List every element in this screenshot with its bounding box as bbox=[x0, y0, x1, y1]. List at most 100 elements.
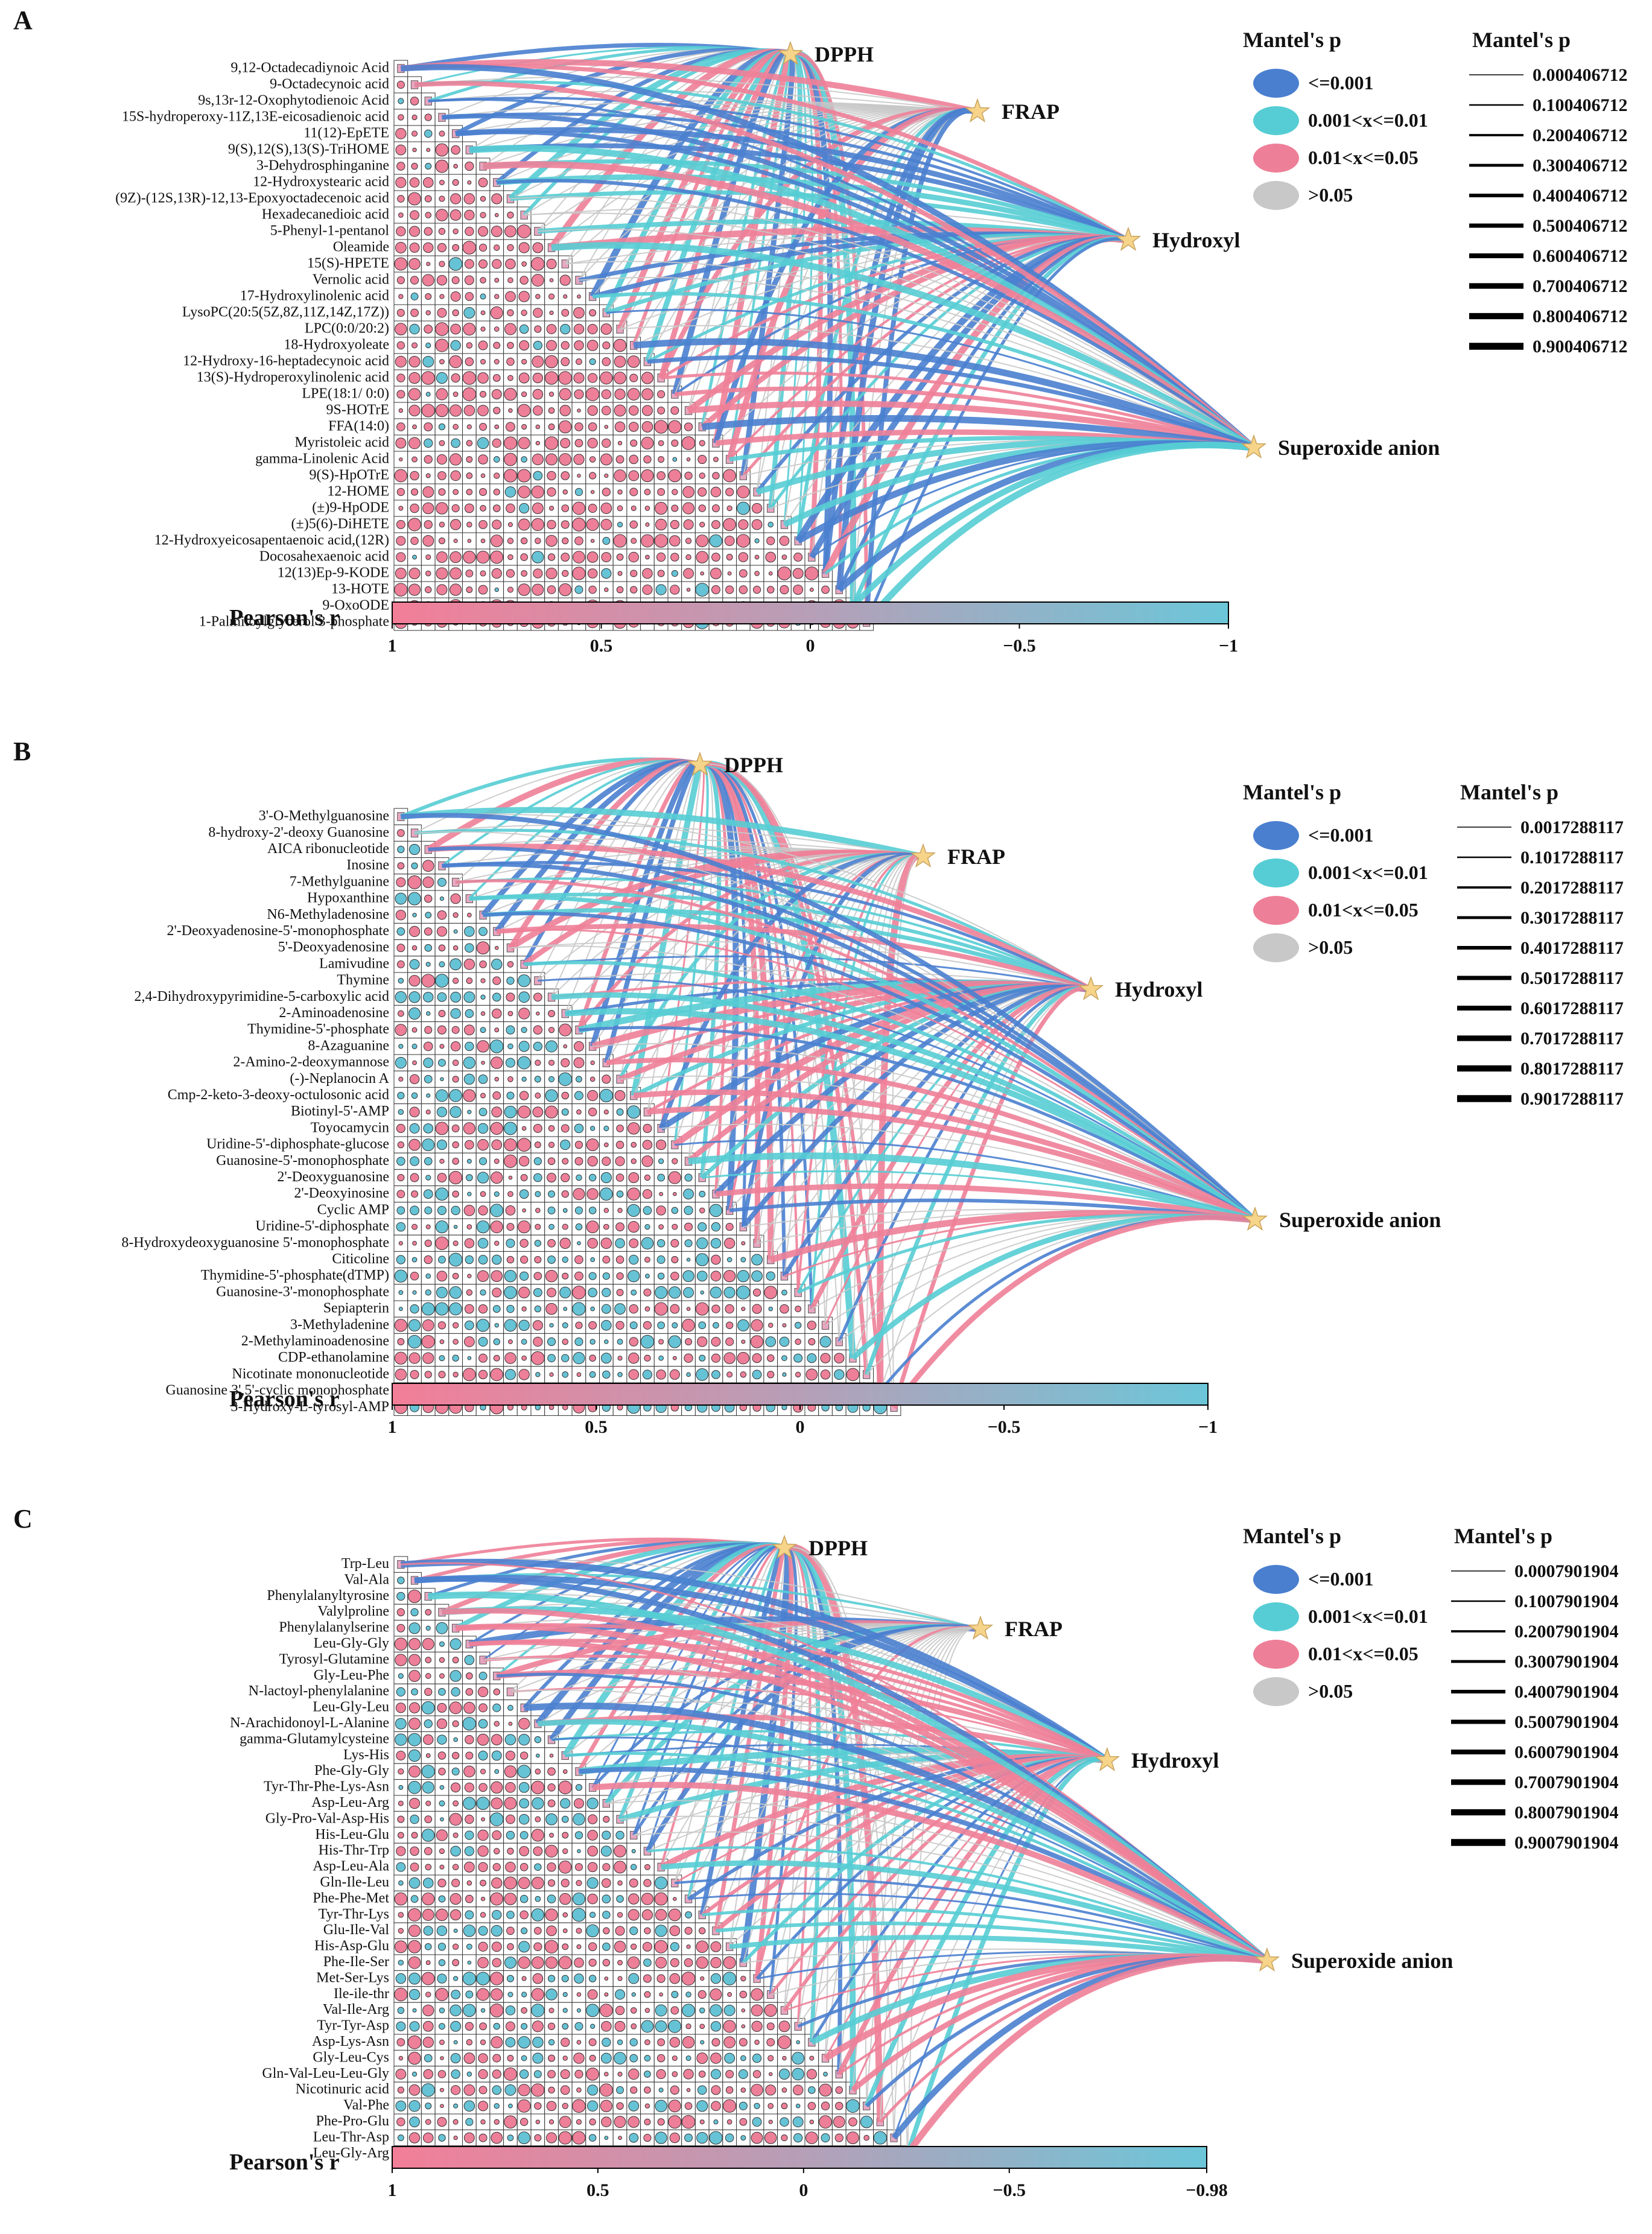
correlation-dot bbox=[507, 1704, 513, 1711]
correlation-dot bbox=[573, 551, 585, 563]
env-label: Hydroxyl bbox=[1131, 1748, 1219, 1772]
correlation-dot bbox=[577, 1241, 581, 1246]
correlation-dot bbox=[492, 2085, 502, 2095]
correlation-dot bbox=[576, 1109, 582, 1115]
correlation-dot bbox=[425, 1109, 431, 1115]
correlation-dot bbox=[465, 570, 474, 577]
correlation-dot bbox=[477, 1733, 489, 1746]
mantel-link bbox=[633, 1089, 1256, 1223]
correlation-dot bbox=[396, 373, 405, 382]
correlation-dot bbox=[548, 1010, 555, 1017]
correlation-dot bbox=[602, 341, 611, 350]
correlation-dot bbox=[656, 1369, 666, 1380]
correlation-dot bbox=[505, 422, 515, 432]
correlation-dot bbox=[576, 1944, 582, 1949]
row-label: 3'-O-Methylguanosine bbox=[259, 808, 389, 824]
correlation-dot bbox=[463, 2004, 476, 2017]
correlation-dot bbox=[806, 2069, 817, 2080]
correlation-dot bbox=[654, 420, 668, 434]
correlation-dot bbox=[738, 519, 749, 530]
correlation-dot bbox=[533, 2070, 542, 2078]
row-label: Tyr-Thr-Lys bbox=[319, 1906, 389, 1922]
mantel-link bbox=[524, 1702, 1269, 1964]
correlation-dot bbox=[396, 1157, 405, 1166]
correlation-dot bbox=[396, 276, 405, 285]
correlation-dot bbox=[394, 257, 408, 271]
correlation-dot bbox=[684, 2102, 693, 2110]
correlation-dot bbox=[752, 585, 761, 594]
correlation-dot bbox=[655, 501, 668, 515]
correlation-dot bbox=[751, 2084, 763, 2096]
legend-p-label: 0.01<x<=0.05 bbox=[1308, 899, 1418, 921]
correlation-dot bbox=[727, 1992, 732, 1997]
correlation-dot bbox=[548, 2086, 555, 2094]
correlation-dot bbox=[506, 1814, 515, 1824]
correlation-dot bbox=[532, 372, 544, 384]
correlation-dot bbox=[411, 1688, 418, 1696]
mantel-link bbox=[455, 879, 1256, 1221]
correlation-dot bbox=[437, 1059, 446, 1067]
correlation-dot bbox=[670, 585, 680, 595]
correlation-dot bbox=[643, 1123, 652, 1133]
correlation-dot bbox=[493, 456, 500, 463]
correlation-dot bbox=[781, 554, 787, 560]
mantel-link bbox=[551, 242, 1256, 451]
correlation-dot bbox=[464, 503, 474, 513]
correlation-dot bbox=[588, 1958, 597, 1967]
correlation-dot bbox=[617, 489, 623, 495]
correlation-dot bbox=[685, 538, 692, 544]
correlation-dot bbox=[711, 2101, 721, 2112]
correlation-dot bbox=[533, 1173, 542, 1182]
correlation-dot bbox=[602, 537, 611, 545]
correlation-dot bbox=[603, 1815, 610, 1823]
correlation-dot bbox=[466, 456, 473, 463]
star-icon bbox=[967, 1615, 994, 1640]
correlation-dot bbox=[754, 2102, 760, 2109]
legend-r-title: Mantel's p bbox=[1472, 28, 1571, 52]
correlation-dot bbox=[628, 1369, 640, 1380]
row-label: Sepiapterin bbox=[323, 1301, 389, 1316]
correlation-dot bbox=[507, 1011, 513, 1017]
correlation-dot bbox=[425, 293, 432, 300]
correlation-dot bbox=[450, 1041, 461, 1052]
correlation-dot bbox=[518, 974, 531, 988]
correlation-dot bbox=[477, 1956, 489, 1969]
correlation-dot bbox=[768, 1306, 774, 1312]
correlation-dot bbox=[600, 1187, 613, 1201]
correlation-dot bbox=[507, 309, 514, 317]
correlation-dot bbox=[478, 1108, 488, 1117]
correlation-dot bbox=[424, 195, 432, 203]
correlation-dot bbox=[491, 226, 503, 237]
row-label: 11(12)-EpETE bbox=[303, 125, 389, 141]
row-label: Oleamide bbox=[333, 239, 389, 255]
correlation-dot bbox=[437, 1734, 447, 1745]
correlation-dot bbox=[589, 456, 596, 463]
correlation-dot bbox=[490, 535, 503, 547]
correlation-dot bbox=[616, 1289, 624, 1296]
correlation-dot bbox=[519, 2118, 529, 2126]
correlation-dot bbox=[521, 424, 527, 430]
correlation-dot bbox=[490, 1972, 504, 1985]
correlation-dot bbox=[440, 1817, 444, 1821]
colorbar: Pearson's r1 0.5 0 −0.5 −0.98 bbox=[229, 2146, 1228, 2200]
correlation-dot bbox=[396, 226, 406, 236]
correlation-dot bbox=[672, 1356, 677, 1360]
correlation-dot bbox=[575, 1223, 583, 1231]
correlation-dot bbox=[437, 243, 447, 253]
correlation-dot bbox=[656, 1974, 666, 1983]
correlation-dot bbox=[422, 535, 434, 547]
correlation-dot bbox=[711, 504, 720, 512]
correlation-dot bbox=[602, 405, 611, 416]
correlation-dot bbox=[503, 2067, 517, 2081]
correlation-dot bbox=[410, 1862, 419, 1872]
correlation-dot bbox=[408, 843, 421, 855]
correlation-dot bbox=[397, 1010, 404, 1017]
correlation-dot bbox=[410, 1156, 419, 1166]
correlation-dot bbox=[409, 1074, 420, 1085]
correlation-dot bbox=[425, 310, 431, 316]
correlation-dot bbox=[739, 1990, 748, 1999]
correlation-dot bbox=[682, 2036, 695, 2049]
row-label: 2'-Deoxyguanosine bbox=[277, 1169, 389, 1185]
correlation-dot bbox=[503, 1154, 518, 1168]
mantel-link bbox=[497, 1672, 1268, 1962]
